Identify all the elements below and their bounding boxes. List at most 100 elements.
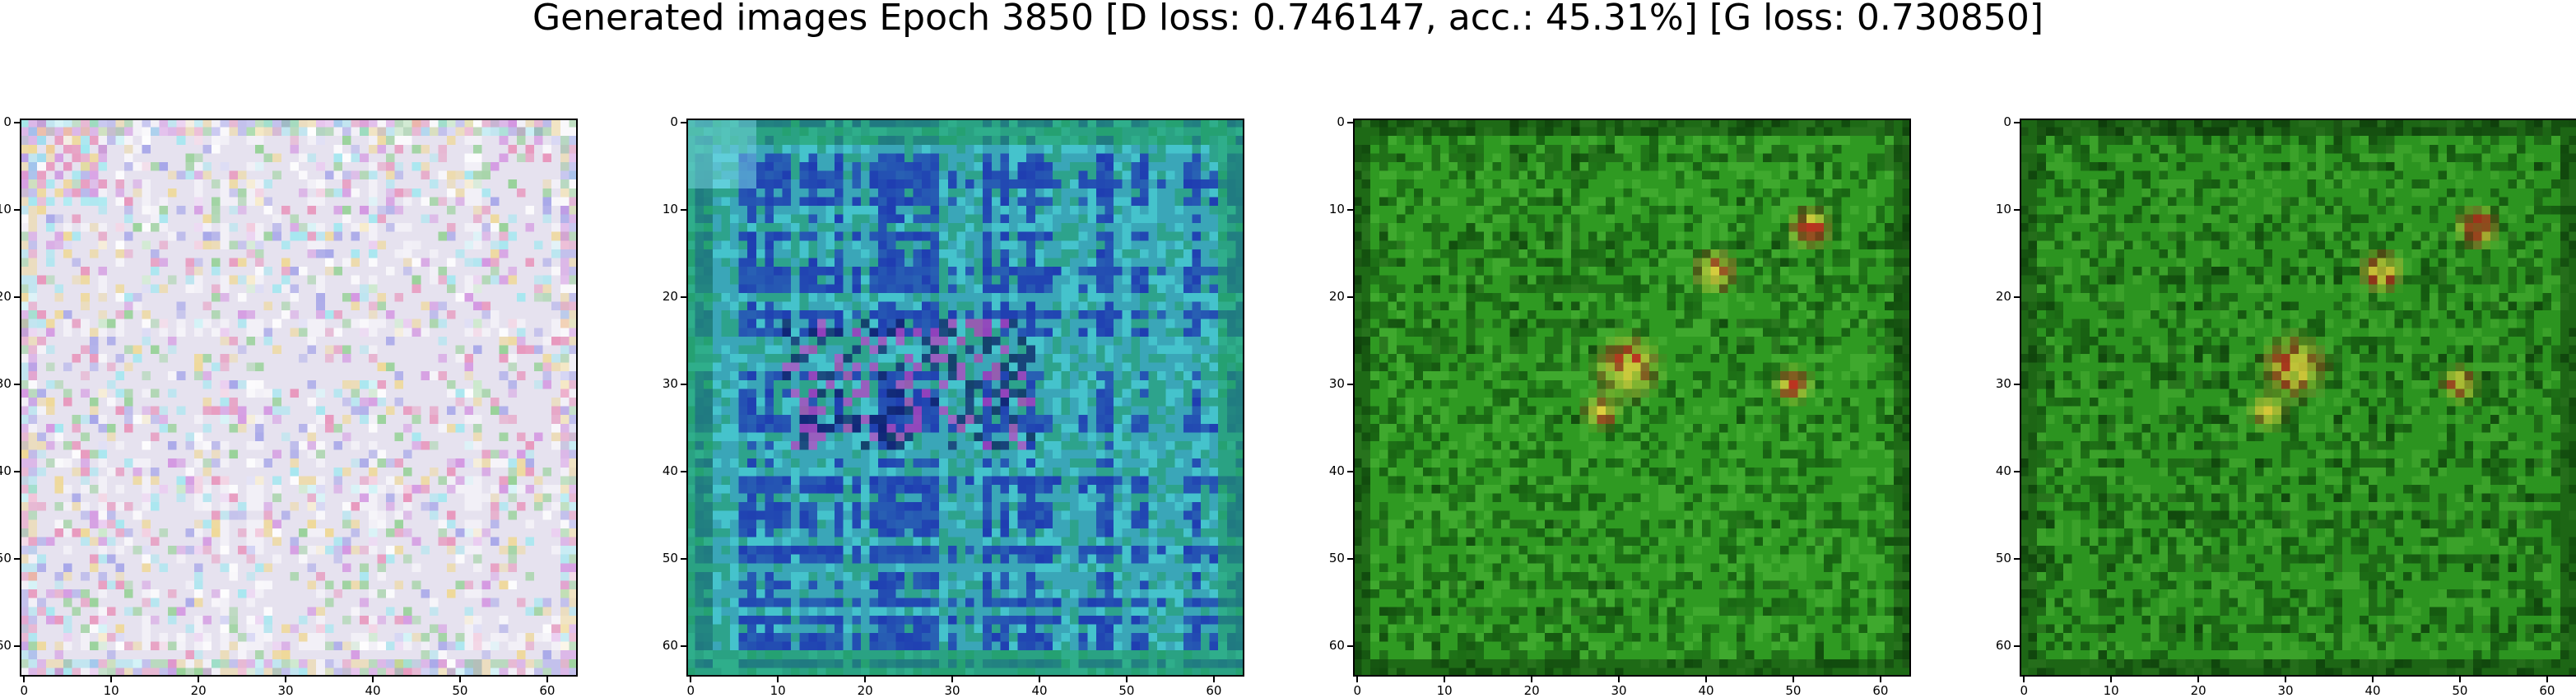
x-tick-label: 10 [770, 683, 786, 698]
image-panel-4: 0 10 20 30 40 50 60 0 10 20 30 40 50 60 [1996, 116, 2576, 697]
y-tick-label: 10 [662, 202, 678, 217]
y-tick-label: 50 [662, 550, 678, 565]
generated-image-3 [1353, 119, 1911, 677]
x-tick [1125, 677, 1128, 682]
y-tick [1347, 644, 1353, 647]
y-tick [2014, 557, 2020, 560]
x-tick-label: 50 [1118, 683, 1135, 698]
y-tick [14, 209, 20, 212]
y-tick [681, 557, 686, 560]
x-tick [1792, 677, 1794, 682]
x-tick-label: 50 [2452, 683, 2468, 698]
y-tick-label: 60 [662, 637, 678, 653]
y-tick-label: 50 [0, 550, 12, 565]
y-tick-label: 30 [0, 376, 12, 392]
y-tick [1347, 122, 1353, 124]
y-tick [2014, 384, 2020, 386]
x-tick-label: 30 [1611, 683, 1627, 698]
y-tick [1347, 384, 1353, 386]
y-tick-label: 60 [0, 637, 12, 653]
x-tick [1444, 677, 1446, 682]
y-tick-label: 0 [670, 114, 678, 130]
y-tick-label: 0 [2003, 114, 2011, 130]
y-tick [14, 644, 20, 647]
x-tick-label: 60 [2539, 683, 2555, 698]
y-tick-label: 10 [1995, 202, 2011, 217]
x-tick [2197, 677, 2200, 682]
x-tick-label: 0 [686, 683, 695, 698]
y-tick-label: 60 [1995, 637, 2011, 653]
generated-image-4 [2020, 119, 2576, 677]
x-tick-label: 0 [2020, 683, 2029, 698]
x-tick [1039, 677, 1041, 682]
x-tick-label: 30 [944, 683, 960, 698]
y-tick [14, 296, 20, 299]
y-tick-label: 0 [1337, 114, 1345, 130]
y-tick [2014, 209, 2020, 212]
x-tick-label: 40 [365, 683, 381, 698]
x-tick-label: 20 [2190, 683, 2206, 698]
x-tick [110, 677, 113, 682]
y-tick [1347, 471, 1353, 473]
x-tick [1356, 677, 1359, 682]
x-tick-label: 30 [2277, 683, 2294, 698]
y-tick-label: 30 [1328, 376, 1345, 392]
y-tick-label: 40 [1995, 463, 2011, 479]
x-tick [2546, 677, 2548, 682]
y-tick [2014, 122, 2020, 124]
y-tick-label: 50 [1995, 550, 2011, 565]
y-tick-label: 50 [1328, 550, 1345, 565]
y-tick [681, 209, 686, 212]
x-tick-label: 20 [1523, 683, 1540, 698]
y-tick [2014, 296, 2020, 299]
x-tick [285, 677, 287, 682]
axes-frame [20, 119, 578, 677]
x-tick [1879, 677, 1881, 682]
x-tick [198, 677, 200, 682]
generated-image-1 [20, 119, 578, 677]
y-tick [14, 122, 20, 124]
y-tick-label: 40 [662, 463, 678, 479]
x-tick-label: 40 [1698, 683, 1714, 698]
x-tick [458, 677, 461, 682]
generated-image-2 [686, 119, 1244, 677]
y-tick-label: 0 [3, 114, 12, 130]
x-tick [1705, 677, 1708, 682]
x-tick-label: 20 [857, 683, 873, 698]
x-tick-label: 0 [1353, 683, 1362, 698]
image-panel-3: 0 10 20 30 40 50 60 0 10 20 30 40 50 60 [1329, 116, 1911, 697]
image-panel-1: 0 10 20 30 40 50 60 0 10 20 30 40 50 60 [0, 116, 578, 697]
y-tick [14, 471, 20, 473]
x-tick-label: 0 [20, 683, 29, 698]
y-tick [1347, 557, 1353, 560]
x-tick [777, 677, 779, 682]
x-tick-label: 50 [1785, 683, 1802, 698]
axes-frame [2020, 119, 2576, 677]
x-tick-label: 30 [277, 683, 294, 698]
x-tick [546, 677, 548, 682]
y-tick [681, 384, 686, 386]
y-tick [14, 557, 20, 560]
y-tick-label: 20 [1995, 289, 2011, 305]
y-tick [681, 122, 686, 124]
y-tick-label: 40 [1328, 463, 1345, 479]
y-tick [681, 471, 686, 473]
x-tick-label: 40 [1031, 683, 1048, 698]
y-tick-label: 10 [1328, 202, 1345, 217]
x-tick [864, 677, 867, 682]
y-tick [2014, 471, 2020, 473]
x-tick-label: 40 [2364, 683, 2381, 698]
x-tick-label: 10 [103, 683, 119, 698]
image-panel-2: 0 10 20 30 40 50 60 0 10 20 30 40 50 60 [663, 116, 1244, 697]
y-tick-label: 20 [0, 289, 12, 305]
y-tick-label: 20 [662, 289, 678, 305]
y-tick-label: 30 [1995, 376, 2011, 392]
y-tick-label: 60 [1328, 637, 1345, 653]
y-tick [1347, 296, 1353, 299]
x-tick [2110, 677, 2113, 682]
y-tick [14, 384, 20, 386]
x-tick [2285, 677, 2287, 682]
axes-frame [686, 119, 1244, 677]
x-tick-label: 60 [1206, 683, 1222, 698]
